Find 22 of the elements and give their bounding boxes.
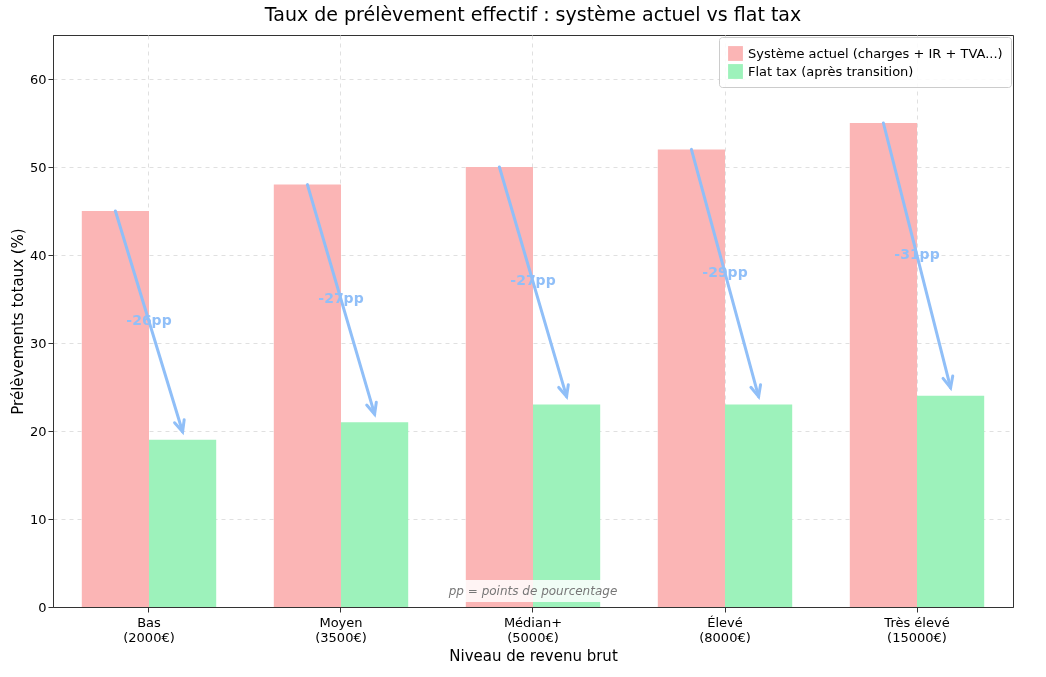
annotation: pp = points de pourcentage — [447, 584, 618, 598]
y-axis-title: Prélèvements totaux (%) — [8, 228, 27, 415]
bar — [149, 439, 217, 607]
x-tick-label: Très élevé (15000€) — [883, 614, 950, 645]
x-tick-label: Bas (2000€) — [123, 614, 175, 645]
bar — [725, 404, 793, 607]
y-tick-label: 60 — [29, 71, 47, 87]
y-tick-label: 50 — [29, 159, 47, 175]
x-axis-title: Niveau de revenu brut — [449, 646, 618, 665]
bar — [917, 395, 985, 607]
x-tick-label: Élevé (8000€) — [699, 614, 751, 645]
y-tick-label: 40 — [29, 247, 47, 263]
y-tick-label: 30 — [29, 335, 47, 351]
chart-title: Taux de prélèvement effectif : système actuel vs flat tax — [263, 3, 802, 25]
y-tick-label: 20 — [29, 423, 47, 439]
x-tick-label: Moyen (3500€) — [315, 614, 367, 645]
bar — [341, 422, 409, 607]
legend-label: Système actuel (charges + IR + TVA...) — [748, 45, 1003, 61]
y-tick-label: 10 — [29, 511, 47, 527]
x-tick-label: Médian+ (5000€) — [503, 614, 563, 645]
legend-label: Flat tax (après transition) — [748, 63, 914, 79]
y-tick-label: 0 — [38, 599, 47, 615]
